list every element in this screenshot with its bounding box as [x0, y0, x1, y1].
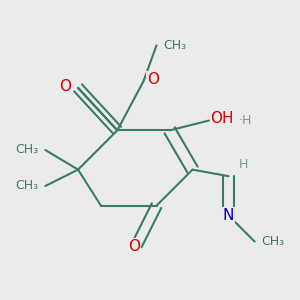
Text: ·H: ·H: [238, 114, 252, 127]
Text: CH₃: CH₃: [16, 143, 39, 157]
Text: O: O: [59, 79, 71, 94]
Text: CH₃: CH₃: [261, 235, 284, 248]
Text: H: H: [238, 158, 248, 171]
Text: CH₃: CH₃: [16, 179, 39, 193]
Text: O: O: [128, 239, 140, 254]
Text: O: O: [147, 72, 159, 87]
Text: N: N: [223, 208, 234, 223]
Text: OH: OH: [211, 111, 234, 126]
Text: CH₃: CH₃: [163, 39, 186, 52]
